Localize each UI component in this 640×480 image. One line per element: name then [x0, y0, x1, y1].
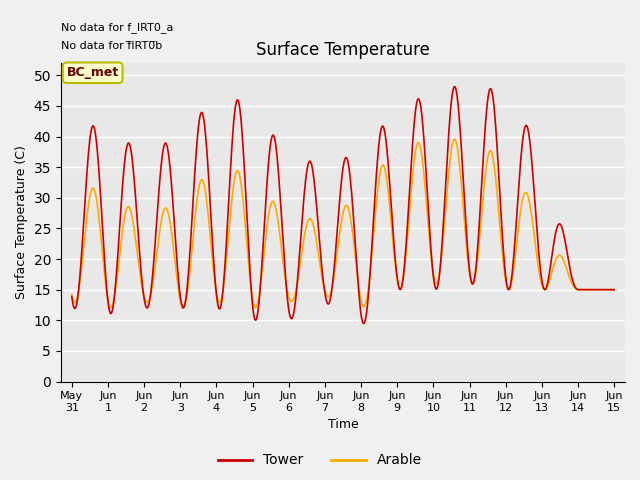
X-axis label: Time: Time [328, 419, 358, 432]
Text: No data for f_IRT0_a: No data for f_IRT0_a [61, 22, 173, 33]
Title: Surface Temperature: Surface Temperature [256, 41, 430, 59]
Text: No data for f̅IRT0̅b: No data for f̅IRT0̅b [61, 41, 162, 51]
Text: BC_met: BC_met [67, 66, 119, 79]
Legend: Tower, Arable: Tower, Arable [212, 448, 428, 473]
Y-axis label: Surface Temperature (C): Surface Temperature (C) [15, 145, 28, 299]
